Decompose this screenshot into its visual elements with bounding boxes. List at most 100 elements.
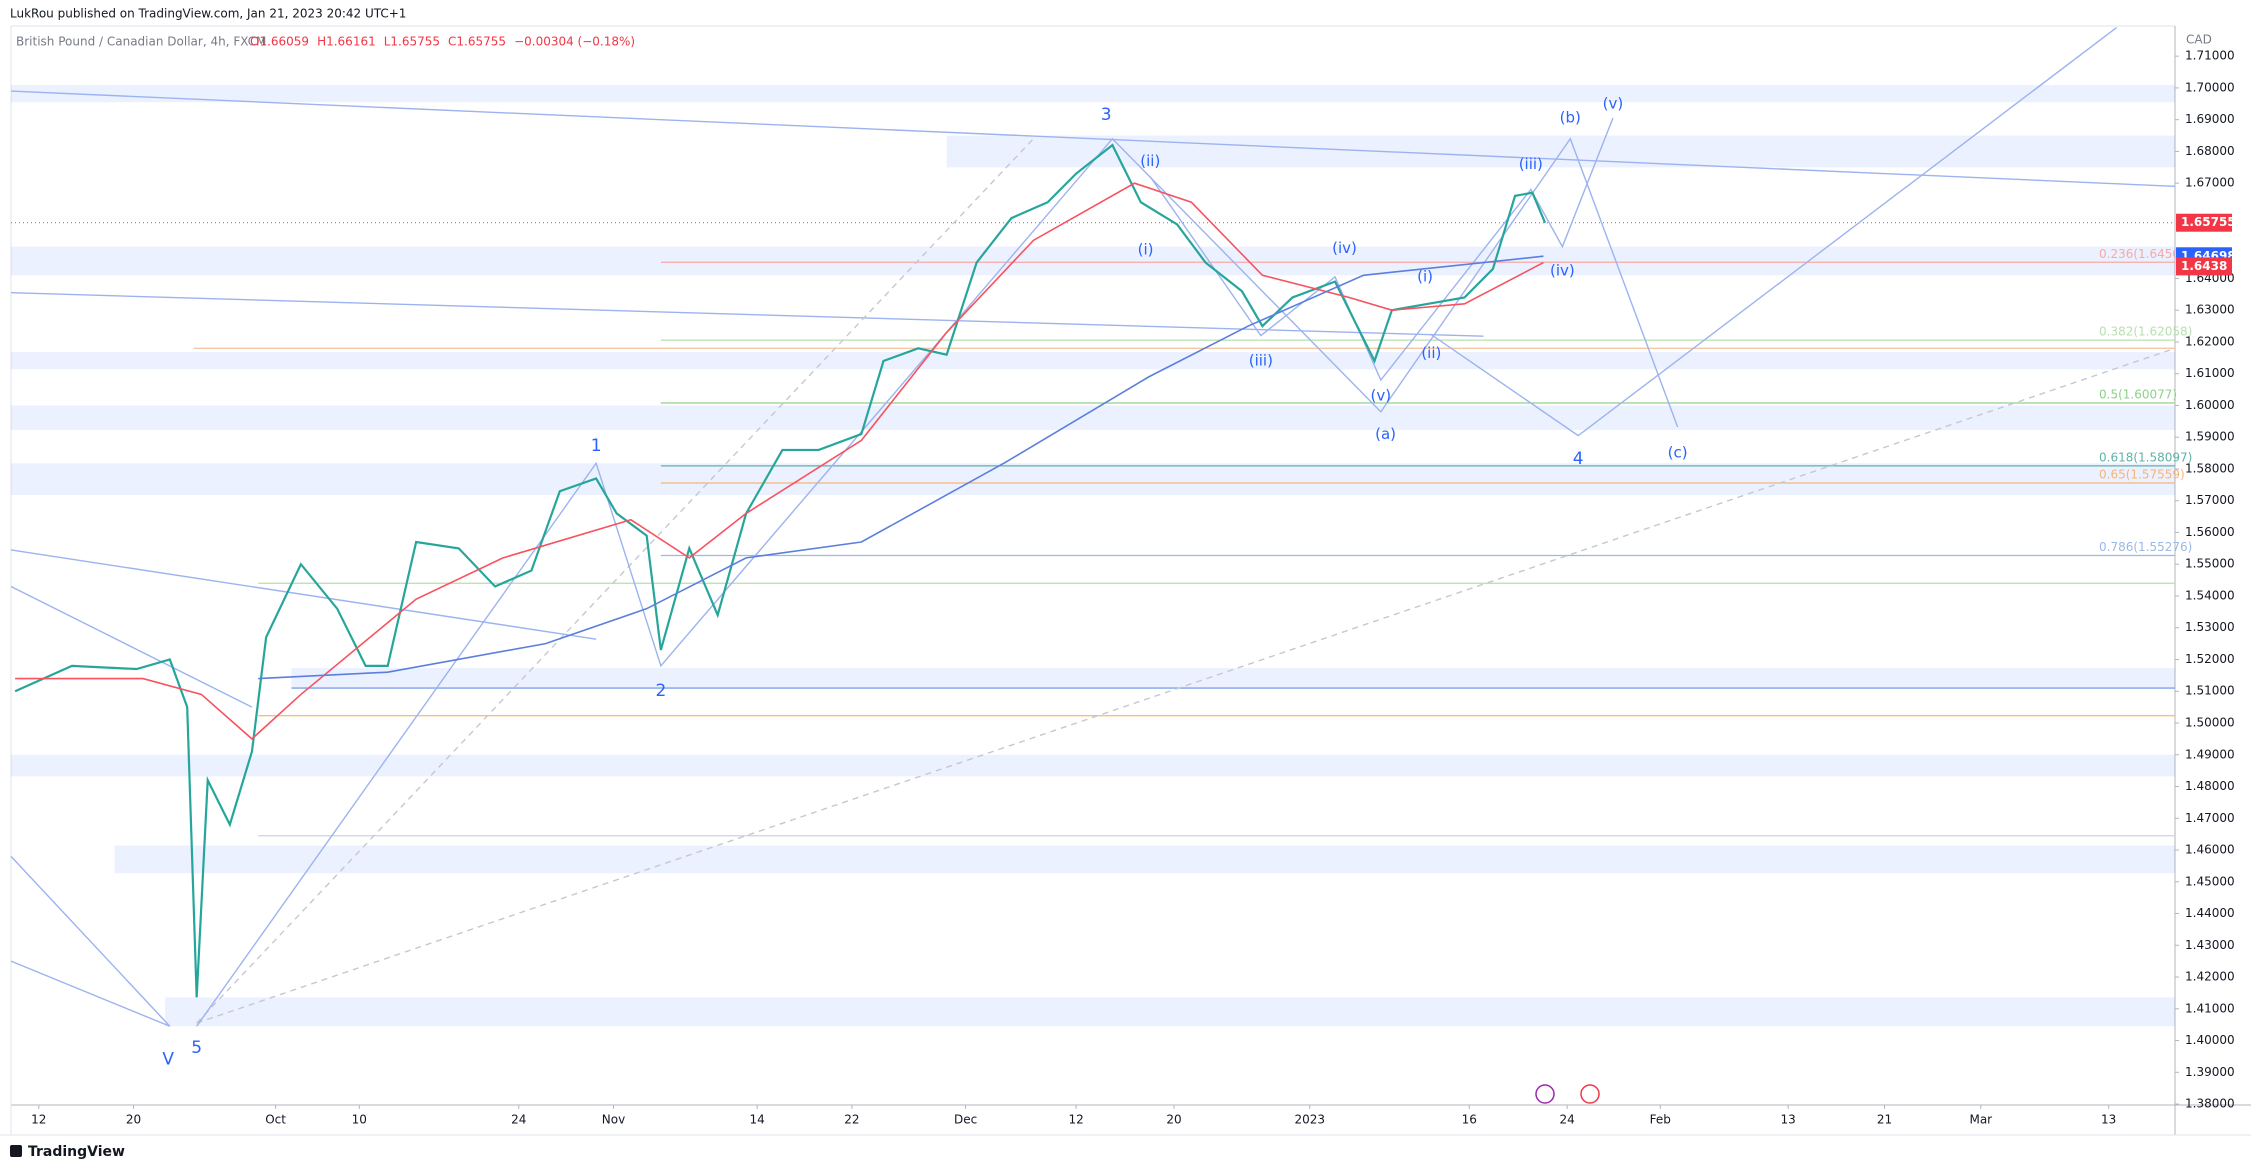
y-tick-label: 1.57000 xyxy=(2185,493,2235,507)
ohlc-value: L1.65755 xyxy=(384,35,440,49)
y-tick-label: 1.67000 xyxy=(2185,176,2235,190)
trendline xyxy=(10,855,171,1027)
currency: CAD xyxy=(2186,33,2212,47)
y-tick-label: 1.40000 xyxy=(2185,1033,2235,1047)
x-tick-label: Mar xyxy=(1969,1113,1992,1127)
zone xyxy=(114,845,2175,874)
zone xyxy=(11,85,2175,103)
trendline xyxy=(10,90,2176,188)
brand: TradingView xyxy=(28,1144,125,1160)
x-tick-label: 20 xyxy=(1166,1113,1181,1127)
wave-label: (i) xyxy=(1138,240,1154,258)
y-tick-label: 1.71000 xyxy=(2185,49,2235,63)
fib-label: 0.5(1.60077) xyxy=(2099,388,2177,402)
price-line xyxy=(15,182,1544,740)
x-tick-label: 24 xyxy=(511,1113,526,1127)
y-tick-label: 1.52000 xyxy=(2185,652,2235,666)
ohlc-value: H1.66161 xyxy=(317,35,376,49)
ohlc-value: O1.66059 xyxy=(250,35,309,49)
wave-label: (ii) xyxy=(1421,344,1441,362)
x-tick-label: 22 xyxy=(844,1113,859,1127)
y-tick-label: 1.69000 xyxy=(2185,112,2235,126)
symbol-title: British Pound / Canadian Dollar, 4h, FXC… xyxy=(16,35,266,49)
x-tick-label: 20 xyxy=(126,1113,141,1127)
x-tick-label: 24 xyxy=(1559,1113,1574,1127)
x-tick-label: 12 xyxy=(31,1113,46,1127)
price-marker-label: 1.65755 xyxy=(2181,215,2236,229)
fib-label: 0.382(1.62058) xyxy=(2099,325,2192,339)
y-tick-label: 1.59000 xyxy=(2185,430,2235,444)
y-tick-label: 1.63000 xyxy=(2185,303,2235,317)
y-tick-label: 1.50000 xyxy=(2185,715,2235,729)
wave-label: (v) xyxy=(1603,94,1624,112)
trendline xyxy=(196,137,1679,1027)
wave-label: (c) xyxy=(1668,444,1688,462)
y-tick-label: 1.61000 xyxy=(2185,366,2235,380)
trendline xyxy=(10,549,597,640)
x-tick-label: 14 xyxy=(750,1113,765,1127)
y-tick-label: 1.54000 xyxy=(2185,588,2235,602)
zone xyxy=(291,668,2175,689)
x-tick-label: Feb xyxy=(1650,1113,1671,1127)
wave-label: (a) xyxy=(1375,425,1396,443)
y-tick-label: 1.42000 xyxy=(2185,970,2235,984)
x-tick-label: Oct xyxy=(265,1113,286,1127)
x-tick-label: 13 xyxy=(2101,1113,2116,1127)
event-icon xyxy=(1580,1084,1600,1104)
wave-label: (i) xyxy=(1417,267,1433,285)
publisher: LukRou published on TradingView.com, Jan… xyxy=(10,7,406,21)
y-tick-label: 1.41000 xyxy=(2185,1001,2235,1015)
y-tick-label: 1.56000 xyxy=(2185,525,2235,539)
logo xyxy=(10,1145,22,1157)
wave-label: (iv) xyxy=(1550,262,1575,280)
zone xyxy=(11,405,2175,430)
y-tick-label: 1.43000 xyxy=(2185,938,2235,952)
x-tick-label: Dec xyxy=(954,1113,977,1127)
x-tick-label: 10 xyxy=(352,1113,367,1127)
fib-label: 0.236(1.64509) xyxy=(2099,247,2192,261)
zone xyxy=(11,463,2175,496)
wave-label: (b) xyxy=(1560,109,1581,127)
price-marker xyxy=(2176,257,2232,276)
y-tick-label: 1.58000 xyxy=(2185,461,2235,475)
y-tick-label: 1.68000 xyxy=(2185,144,2235,158)
y-tick-label: 1.51000 xyxy=(2185,684,2235,698)
trendline xyxy=(196,347,2176,1024)
y-tick-label: 1.46000 xyxy=(2185,843,2235,857)
ohlc-value: C1.65755 xyxy=(448,35,506,49)
x-tick-label: Nov xyxy=(602,1113,625,1127)
y-tick-label: 1.38000 xyxy=(2185,1097,2235,1111)
wave-label: V xyxy=(162,1050,174,1070)
x-tick-label: 2023 xyxy=(1295,1113,1326,1127)
price-line xyxy=(258,255,1544,680)
trendline xyxy=(196,138,1034,1024)
y-tick-label: 1.62000 xyxy=(2185,334,2235,348)
trendline xyxy=(1430,27,2118,437)
event-icon xyxy=(1535,1084,1555,1104)
y-tick-label: 1.48000 xyxy=(2185,779,2235,793)
wave-label: 5 xyxy=(191,1038,202,1058)
fib-label: 0.786(1.55276) xyxy=(2099,540,2192,554)
wave-label: 4 xyxy=(1573,449,1584,469)
y-tick-label: 1.70000 xyxy=(2185,80,2235,94)
wave-label: 3 xyxy=(1101,105,1112,125)
trendline xyxy=(1149,117,1614,382)
wave-label: (iv) xyxy=(1332,239,1357,257)
wave-label: 2 xyxy=(655,681,666,701)
fib-label: 0.618(1.58097) xyxy=(2099,450,2192,464)
trendline xyxy=(10,292,1484,337)
x-tick-label: 16 xyxy=(1462,1113,1477,1127)
x-tick-label: 12 xyxy=(1068,1113,1083,1127)
x-tick-label: 13 xyxy=(1781,1113,1796,1127)
zone xyxy=(11,352,2175,370)
zone xyxy=(11,754,2175,777)
y-tick-label: 1.53000 xyxy=(2185,620,2235,634)
y-tick-label: 1.49000 xyxy=(2185,747,2235,761)
wave-label: (ii) xyxy=(1140,152,1160,170)
wave-label: (iii) xyxy=(1519,155,1543,173)
price-marker-label: 1.6438 xyxy=(2181,259,2227,273)
trendline xyxy=(10,960,171,1027)
wave-label: (iii) xyxy=(1249,352,1273,370)
